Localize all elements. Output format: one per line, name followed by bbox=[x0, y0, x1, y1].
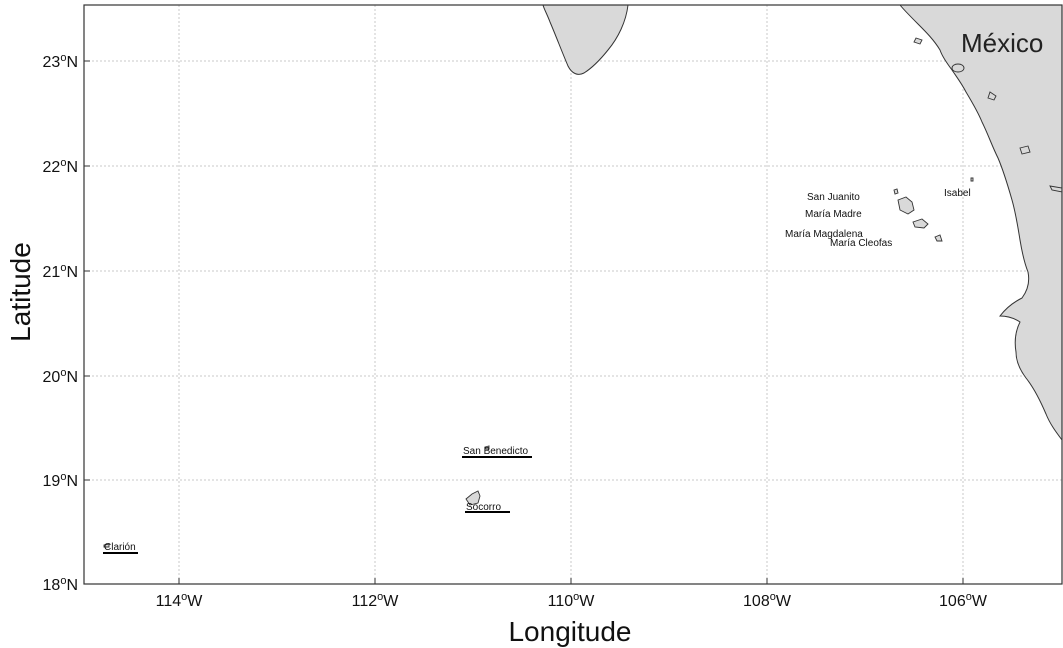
islas-marias-group bbox=[893, 177, 974, 242]
san-benedicto-underline bbox=[462, 456, 532, 458]
coastal-islet bbox=[913, 37, 923, 45]
x-tick-label: 108oW bbox=[743, 591, 792, 610]
label-san-juanito: San Juanito bbox=[807, 192, 860, 203]
label-mexico: México bbox=[961, 28, 1043, 58]
y-tick-label: 19oN bbox=[43, 471, 78, 490]
y-tick-label: 18oN bbox=[43, 575, 78, 594]
label-maria-magdalena: María Magdalena bbox=[785, 229, 863, 240]
san-benedicto-island bbox=[484, 445, 490, 450]
tick-marks bbox=[84, 60, 964, 584]
socorro-underline bbox=[465, 511, 510, 513]
coastal-details bbox=[913, 37, 1063, 193]
label-san-benedicto: San Benedicto bbox=[463, 446, 528, 457]
coastal-islet bbox=[987, 91, 997, 101]
x-tick-labels: 114oW 112oW 110oW 108oW 106oW bbox=[156, 591, 988, 610]
revillagigedo-group bbox=[103, 445, 490, 548]
label-maria-cleofas: María Cleofas bbox=[830, 238, 892, 249]
x-tick-label: 112oW bbox=[352, 591, 400, 610]
x-tick-label: 110oW bbox=[548, 591, 596, 610]
x-tick-label: 114oW bbox=[156, 591, 204, 610]
y-axis-title: Latitude bbox=[5, 242, 36, 342]
clarion-island bbox=[103, 543, 110, 548]
maria-madre-island bbox=[897, 196, 915, 215]
map-frame bbox=[83, 4, 1063, 585]
y-tick-label: 22oN bbox=[43, 157, 78, 176]
socorro-island bbox=[465, 490, 481, 506]
label-socorro: Socorro bbox=[466, 502, 501, 513]
x-tick-label: 106oW bbox=[939, 591, 988, 610]
isabel-island bbox=[970, 177, 974, 182]
label-isabel: Isabel bbox=[944, 188, 971, 199]
mainland-mexico-landmass bbox=[898, 4, 1063, 442]
y-tick-label: 23oN bbox=[43, 52, 78, 71]
graticule bbox=[84, 5, 1062, 584]
maria-magdalena-island bbox=[912, 218, 929, 229]
y-tick-labels: 23oN 22oN 21oN 20oN 19oN 18oN bbox=[43, 52, 78, 594]
san-juanito-island bbox=[893, 188, 899, 195]
y-tick-label: 20oN bbox=[43, 367, 78, 386]
maria-cleofas-island bbox=[934, 234, 943, 242]
place-labels: San Juanito Isabel María Madre María Mag… bbox=[104, 188, 971, 553]
label-underlines bbox=[103, 456, 532, 554]
coastal-islet bbox=[951, 63, 965, 73]
y-tick-label: 21oN bbox=[43, 262, 78, 281]
baja-california-landmass bbox=[542, 4, 629, 75]
label-clarion: Clarión bbox=[104, 542, 136, 553]
label-maria-madre: María Madre bbox=[805, 209, 862, 220]
x-axis-title: Longitude bbox=[508, 616, 631, 647]
coastal-islet bbox=[1019, 145, 1031, 155]
clarion-underline bbox=[103, 552, 138, 554]
